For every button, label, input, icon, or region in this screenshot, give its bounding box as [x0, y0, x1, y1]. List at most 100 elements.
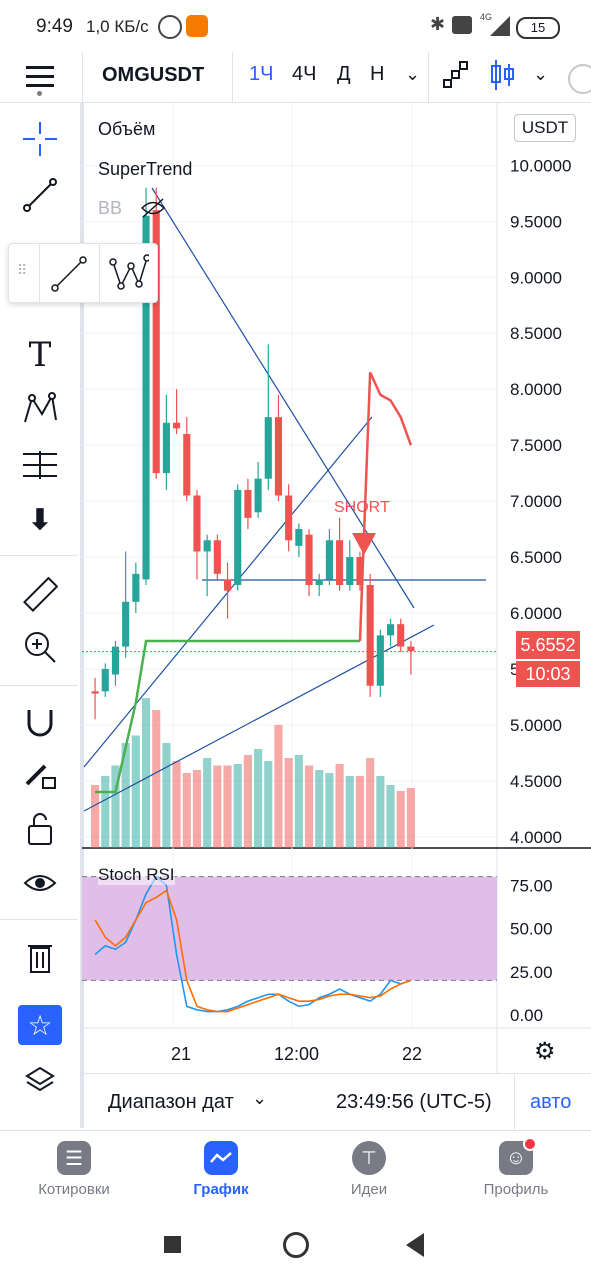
candle-body — [285, 495, 293, 541]
candle-body — [101, 668, 109, 692]
layers-icon — [25, 1066, 55, 1092]
interval-day[interactable]: Д — [337, 63, 351, 85]
trend-line-tool[interactable] — [18, 175, 62, 215]
hidden-eye-icon[interactable] — [140, 197, 166, 219]
currency-badge[interactable]: USDT — [514, 114, 576, 142]
symbol-name[interactable]: OMGUSDT — [102, 64, 205, 86]
notification-dot — [523, 1137, 537, 1151]
date-range-bar: Диапазон дат ⌄ 23:49:56 (UTC-5) авто — [82, 1073, 591, 1130]
measure-position-tool[interactable] — [18, 445, 62, 485]
price-tick-label: 9.0000 — [510, 268, 562, 287]
interval-1h[interactable]: 1Ч — [249, 63, 274, 85]
legend-supertrend[interactable]: SuperTrend — [98, 159, 193, 179]
panel-divider — [99, 244, 100, 302]
stoch-k-line — [94, 875, 412, 1013]
volume-bar — [192, 770, 202, 848]
settings-gear-icon[interactable]: ⚙ — [534, 1038, 556, 1065]
nav-chart[interactable]: График — [161, 1141, 281, 1198]
floating-drawing-panel[interactable]: ⠿ — [8, 243, 158, 303]
compare-icon[interactable] — [443, 60, 469, 92]
bottom-navigation: ☰ Котировки График ⊤ Идеи ☺ Профиль — [0, 1130, 591, 1211]
delete-tool[interactable] — [18, 937, 62, 977]
nav-ideas[interactable]: ⊤ Идеи — [309, 1141, 429, 1198]
trend-line-icon[interactable] — [51, 256, 87, 292]
pattern-icon — [24, 392, 57, 423]
crosshair-tool[interactable] — [18, 119, 62, 159]
favorites-tool[interactable]: ☆ — [18, 1005, 62, 1045]
interval-4h[interactable]: 4Ч — [292, 63, 317, 85]
home-button[interactable] — [283, 1232, 309, 1258]
app-notification-icon — [186, 15, 208, 37]
pattern-icon[interactable] — [109, 254, 149, 292]
star-icon: ☆ — [27, 1009, 53, 1041]
chart-area[interactable]: 10.0000 9.5000 9.0000 8.5000 8.0000 7.5000 7.0… — [82, 103, 591, 1073]
timezone-clock[interactable]: 23:49:56 (UTC-5) — [336, 1091, 492, 1113]
object-tree-tool[interactable] — [18, 1061, 62, 1101]
arrow-tool[interactable]: ⬇ — [18, 499, 62, 539]
lock-all-tool[interactable] — [18, 809, 62, 849]
position-icon — [23, 451, 57, 479]
lock-drawing-tool[interactable] — [18, 755, 62, 795]
stoch-d-line — [94, 889, 412, 1013]
legend-volume[interactable]: Объём — [98, 119, 156, 139]
current-price-label: 5.6552 — [516, 631, 580, 659]
back-button[interactable] — [406, 1233, 426, 1257]
menu-icon[interactable] — [26, 64, 54, 90]
auto-scale-button[interactable]: авто — [530, 1091, 572, 1113]
candle-body — [346, 557, 354, 586]
chart-canvas[interactable]: 10.0000 9.5000 9.0000 8.5000 8.0000 7.5000 7.0… — [82, 103, 591, 1073]
magnet-tool[interactable] — [18, 703, 62, 743]
nav-profile[interactable]: ☺ Профиль — [456, 1137, 576, 1198]
price-tick-label: 9.5000 — [510, 212, 562, 231]
nav-quotes-label: Котировки — [38, 1181, 110, 1198]
nav-quotes[interactable]: ☰ Котировки — [14, 1141, 134, 1198]
candle-body — [295, 529, 303, 546]
divider — [514, 1074, 515, 1130]
candle-body — [132, 573, 140, 602]
system-navigation — [0, 1210, 591, 1280]
bluetooth-icon: ✱ — [430, 14, 446, 34]
stoch-rsi-legend[interactable]: Stoch RSI — [98, 865, 175, 885]
ruler-tool[interactable] — [18, 575, 62, 615]
short-signal-marker — [352, 533, 376, 555]
text-tool[interactable]: T — [18, 335, 62, 375]
legend-bb[interactable]: BB — [98, 198, 123, 218]
drag-handle-icon[interactable]: ⠿ — [17, 262, 28, 278]
rsi-tick-label: 75.00 — [510, 876, 553, 895]
chevron-down-icon[interactable]: ⌄ — [533, 64, 549, 84]
volume-bar — [162, 743, 171, 848]
chart-toolbar: OMGUSDT 1Ч 4Ч Д Н ⌄ ⌄ — [0, 52, 591, 103]
add-indicator-icon[interactable] — [568, 64, 591, 94]
candle-body — [254, 478, 262, 513]
volume-bar — [294, 755, 303, 848]
candles-icon[interactable] — [490, 58, 516, 92]
profile-icon: ☺ — [499, 1137, 537, 1175]
candle-body — [223, 579, 232, 591]
candle-body — [325, 540, 333, 580]
candle-body — [193, 495, 201, 552]
candle-body — [122, 601, 130, 647]
zoom-tool[interactable] — [18, 627, 62, 667]
signal-icon — [490, 16, 510, 36]
recent-apps-button[interactable] — [164, 1236, 181, 1253]
toolbar-divider — [82, 52, 83, 102]
xabcd-pattern-tool[interactable] — [18, 389, 62, 429]
date-range-button[interactable]: Диапазон дат — [108, 1091, 234, 1113]
visibility-tool[interactable] — [18, 863, 62, 903]
volume-bar — [213, 765, 222, 848]
toolbar-separator — [0, 685, 78, 686]
volume-bar — [396, 791, 405, 848]
magnet-icon — [27, 710, 53, 737]
trend-line-icon — [23, 178, 57, 212]
network-type: 4G — [480, 12, 493, 22]
volume-bar — [284, 758, 293, 848]
status-time: 9:49 — [36, 16, 73, 37]
time-tick-label: 12:00 — [274, 1044, 319, 1064]
chevron-down-icon[interactable]: ⌄ — [252, 1088, 268, 1108]
volume-bar — [274, 725, 283, 848]
interval-week[interactable]: Н — [370, 63, 385, 85]
bar-countdown-label: 10:03 — [516, 661, 580, 687]
short-annotation[interactable]: SHORT — [334, 499, 390, 516]
volume-bar — [406, 788, 415, 848]
chevron-down-icon[interactable]: ⌄ — [405, 64, 421, 84]
